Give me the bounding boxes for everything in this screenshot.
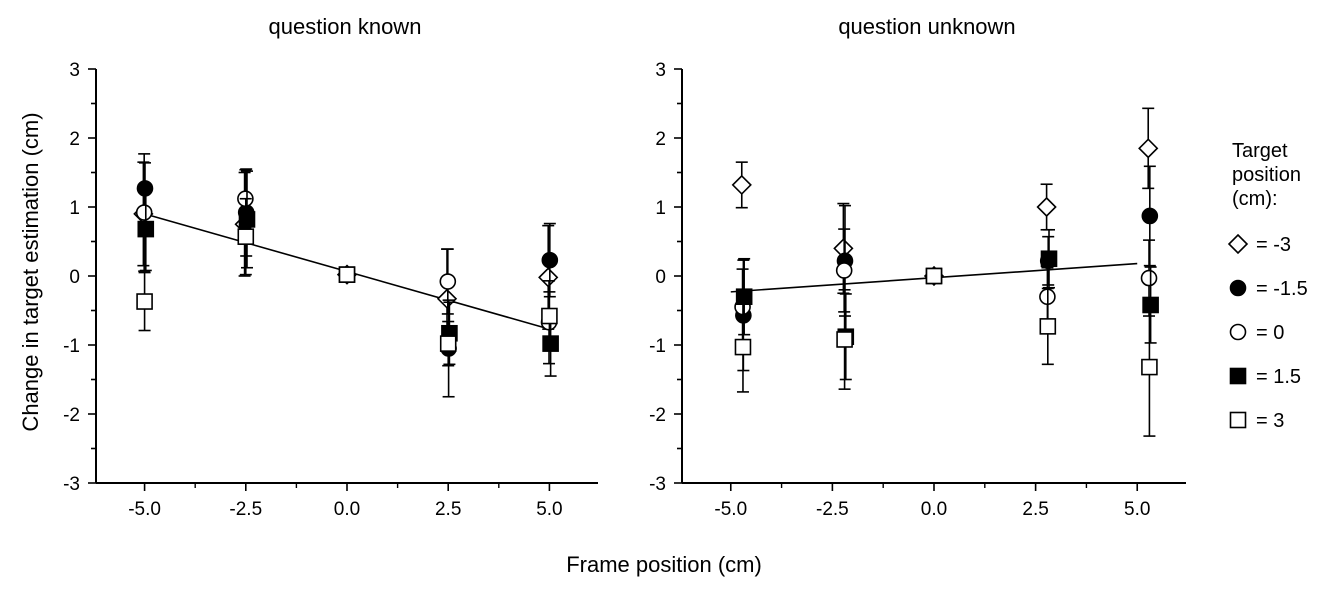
series-4: [735, 228, 1159, 381]
legend-entry-label: = -3: [1256, 234, 1291, 256]
series-1: [731, 107, 1159, 295]
data-point: [541, 307, 558, 325]
data-point: [542, 335, 559, 352]
x-tick-label: -2.5: [816, 499, 849, 520]
x-axis-title: Frame position (cm): [566, 552, 762, 577]
data-point: [1140, 269, 1158, 287]
y-tick-label: 2: [69, 129, 80, 150]
x-tick-label: 2.5: [435, 499, 461, 520]
y-tick-label: 0: [655, 267, 666, 288]
data-point: [338, 266, 356, 283]
legend-entry-label: = 1.5: [1256, 366, 1301, 388]
data-point: [1039, 318, 1057, 335]
legend-title-line: Target: [1232, 140, 1288, 162]
data-point: [1142, 296, 1159, 314]
y-tick-label: -3: [63, 474, 80, 495]
data-point: [1141, 358, 1158, 376]
data-point: [439, 335, 457, 352]
legend-entry-label: = -1.5: [1256, 278, 1308, 300]
y-tick-label: 2: [655, 129, 666, 150]
data-point: [137, 220, 155, 238]
x-tick-label: -5.0: [128, 499, 161, 520]
panel-question-known: question known -3 -2 -1 0 1 2 3 -5.0 -2.5 0.0 2.5 5.…: [63, 14, 598, 520]
legend-marker: [1229, 367, 1247, 385]
legend-entry-label: = 0: [1256, 322, 1284, 344]
legend: Target position (cm): = -3 = -1.5 = 0 = 1.5…: [1227, 140, 1308, 432]
legend-marker: [1229, 279, 1247, 297]
x-tick-label: -5.0: [714, 499, 747, 520]
legend-title-line: (cm):: [1232, 188, 1278, 210]
y-tick-label: -3: [649, 474, 666, 495]
legend-marker: [1229, 323, 1247, 341]
x-tick-label: 0.0: [921, 499, 947, 520]
legend-title-line: position: [1232, 164, 1301, 186]
data-point: [836, 331, 853, 348]
y-tick-label: -2: [63, 405, 80, 426]
y-tick-label: -2: [649, 405, 666, 426]
legend-marker: [1227, 233, 1249, 255]
y-tick-label: 0: [69, 267, 80, 288]
y-tick-label: 1: [69, 198, 80, 219]
data-point: [835, 262, 853, 279]
data-point: [541, 251, 559, 269]
data-point: [735, 288, 753, 306]
series-5: [734, 267, 1158, 437]
panel-title: question unknown: [838, 14, 1015, 39]
data-point: [925, 267, 943, 285]
data-point: [237, 228, 255, 245]
data-point: [135, 204, 153, 221]
data-point: [734, 338, 752, 356]
data-point: [1141, 207, 1159, 225]
x-tick-label: 0.0: [334, 499, 360, 520]
series-5: [136, 197, 558, 367]
y-tick-label: -1: [63, 336, 80, 357]
data-point: [1138, 138, 1159, 159]
data-point: [731, 174, 752, 196]
legend-entry-label: = 3: [1256, 410, 1284, 432]
data-point: [436, 288, 458, 309]
x-tick-label: -2.5: [229, 499, 262, 520]
data-point: [238, 211, 256, 228]
series-2: [735, 165, 1159, 372]
y-tick-label: 3: [655, 60, 666, 81]
y-tick-label: 1: [655, 198, 666, 219]
legend-marker: [1229, 411, 1247, 429]
data-point: [439, 273, 457, 290]
data-point: [1040, 250, 1058, 268]
panel-question-unknown: question unknown -3 -2 -1 0 1 2 3 -5.0 -2.5 0.0 2.5…: [649, 14, 1186, 520]
x-tick-label: 2.5: [1022, 499, 1048, 520]
series-1: [133, 161, 559, 350]
data-point: [1036, 196, 1057, 218]
panel-title: question known: [269, 14, 422, 39]
x-tick-label: 5.0: [536, 499, 562, 520]
series-3: [135, 153, 558, 365]
data-point: [136, 293, 153, 310]
x-tick-label: 5.0: [1124, 499, 1150, 520]
y-tick-label: 3: [69, 60, 80, 81]
y-axis-title: Change in target estimation (cm): [18, 112, 43, 431]
y-tick-label: -1: [649, 336, 666, 357]
